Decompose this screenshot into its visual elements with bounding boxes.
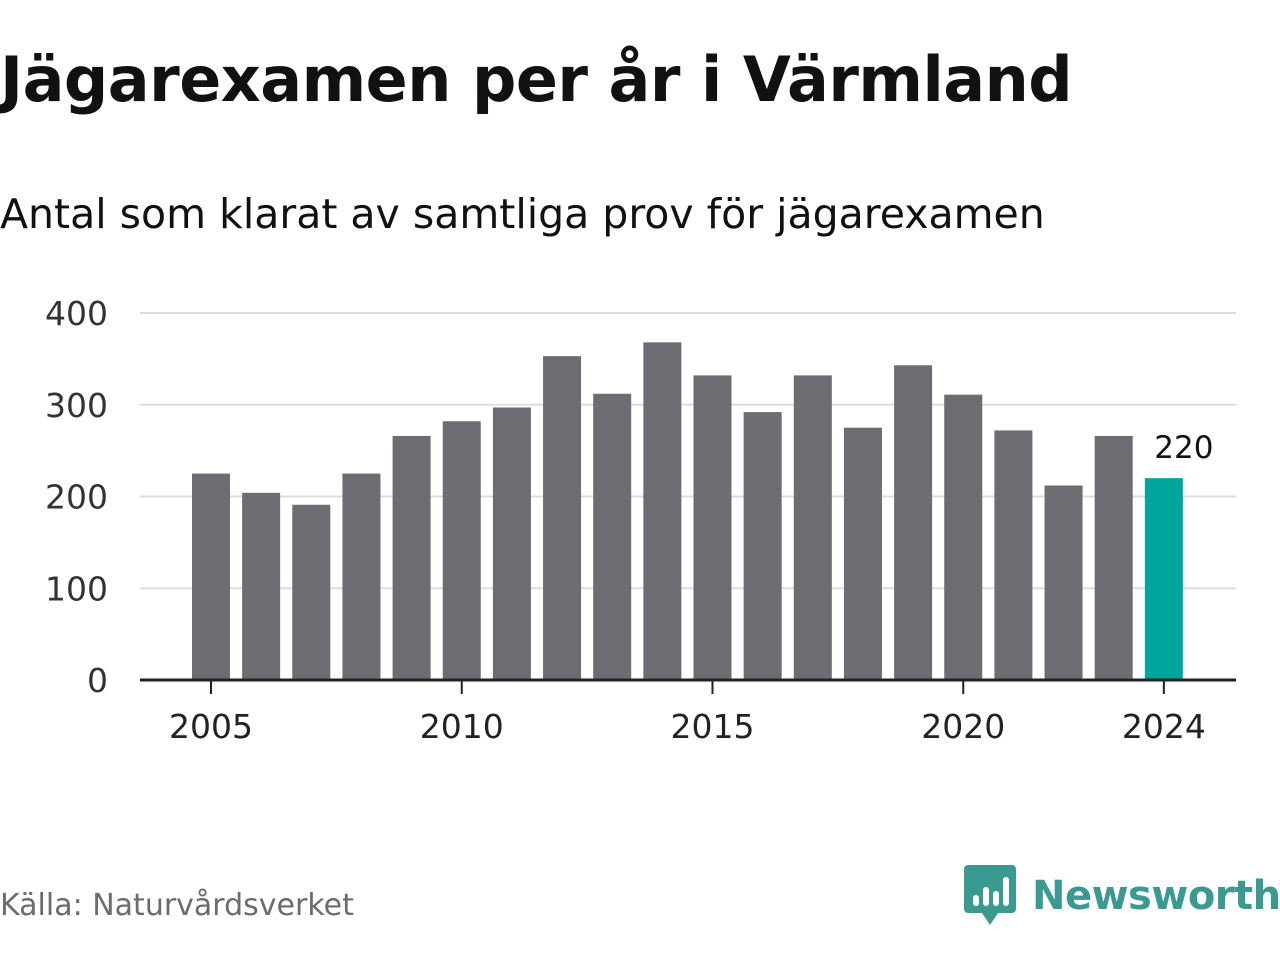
bar (743, 412, 782, 680)
axes: 0 100 200 300 400 2005 2010 2015 2020 2024 (45, 294, 1236, 746)
bar (1044, 485, 1083, 680)
bar (843, 427, 882, 680)
bar (342, 473, 381, 680)
bar (442, 421, 481, 680)
x-tick-label: 2024 (1122, 707, 1206, 746)
y-tick-label: 200 (45, 478, 108, 517)
y-tick-label: 300 (45, 386, 108, 425)
newsworthy-logo-icon (964, 865, 1016, 925)
y-tick-label: 0 (87, 661, 108, 700)
bar-highlight (1144, 478, 1183, 680)
bar (292, 504, 331, 680)
bar (793, 375, 832, 680)
y-tick-label: 100 (45, 569, 108, 608)
data-label-2024: 220 (1154, 430, 1213, 466)
x-tick-label: 2010 (420, 707, 504, 746)
bar (593, 393, 632, 680)
bar (242, 492, 281, 680)
bar (894, 365, 933, 680)
x-tick-label: 2020 (921, 707, 1005, 746)
bar (392, 435, 431, 680)
x-tick-label: 2015 (671, 707, 755, 746)
newsworthy-logo: Newsworthy (964, 864, 1280, 928)
bar (192, 473, 230, 680)
bar (944, 394, 983, 680)
data-labels: 220 (1151, 427, 1216, 469)
source-note: Källa: Naturvårdsverket (0, 888, 354, 923)
bar (543, 356, 582, 680)
chart-subtitle: Antal som klarat av samtliga prov för jä… (0, 190, 1045, 238)
bar (643, 342, 682, 680)
chart-title: Jägarexamen per år i Värmland (0, 43, 1073, 116)
bar (1094, 435, 1133, 680)
newsworthy-logo-text: Newsworthy (1032, 873, 1280, 919)
bar (994, 430, 1033, 680)
bar (492, 407, 531, 680)
bars (192, 342, 1183, 680)
bar (693, 375, 732, 680)
x-tick-label: 2005 (169, 707, 253, 746)
y-tick-label: 400 (45, 294, 108, 333)
